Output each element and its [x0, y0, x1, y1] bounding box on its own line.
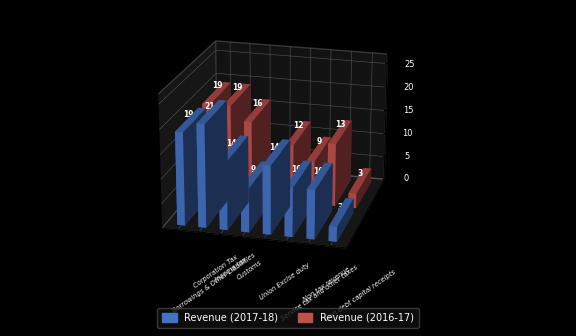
- Legend: Revenue (2017-18), Revenue (2016-17): Revenue (2017-18), Revenue (2016-17): [157, 308, 419, 328]
